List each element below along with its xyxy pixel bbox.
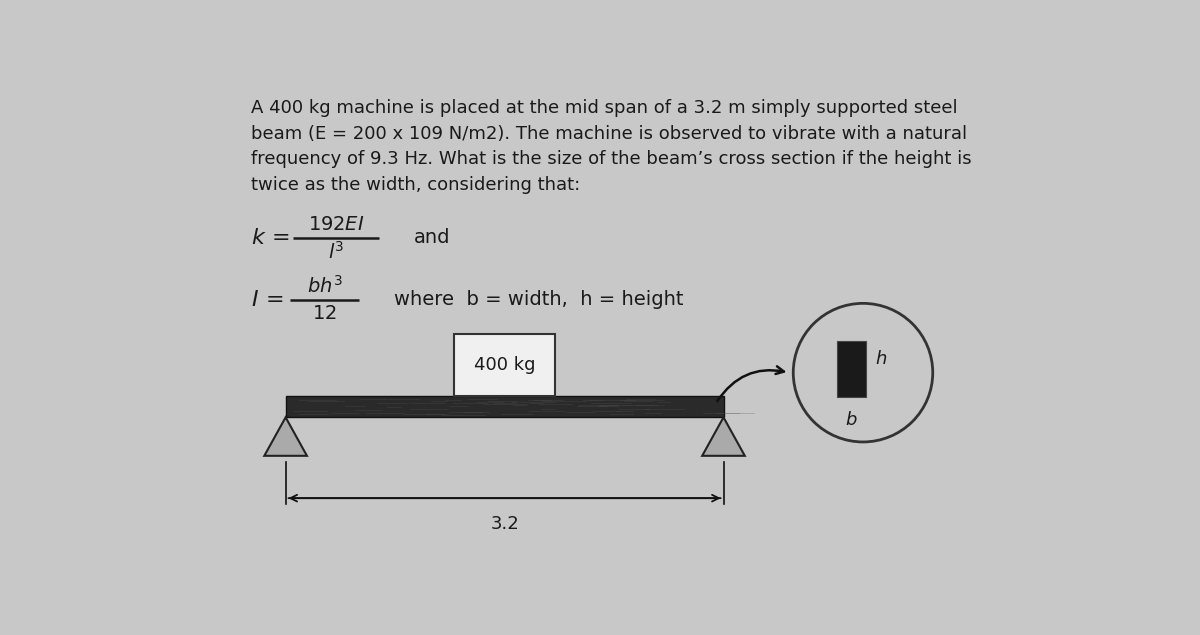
Text: b: b [846, 411, 857, 429]
Text: A 400 kg machine is placed at the mid span of a 3.2 m simply supported steel: A 400 kg machine is placed at the mid sp… [251, 99, 958, 117]
Bar [836, 341, 866, 396]
Text: $192EI$: $192EI$ [308, 215, 364, 234]
Text: $l^3$: $l^3$ [328, 241, 344, 263]
Polygon shape [264, 417, 307, 456]
Text: beam (E = 200 x 109 N/m2). The machine is observed to vibrate with a natural: beam (E = 200 x 109 N/m2). The machine i… [251, 124, 967, 143]
Text: frequency of 9.3 Hz. What is the size of the beam’s cross section if the height : frequency of 9.3 Hz. What is the size of… [251, 150, 971, 168]
Text: $I\,=$: $I\,=$ [251, 290, 283, 309]
Text: $12$: $12$ [312, 304, 337, 323]
Ellipse shape [793, 304, 932, 442]
Polygon shape [702, 417, 745, 456]
Bar [286, 396, 724, 417]
Text: where  b = width,  h = height: where b = width, h = height [394, 290, 684, 309]
Text: $k\,=$: $k\,=$ [251, 228, 290, 248]
Text: 400 kg: 400 kg [474, 356, 535, 374]
Text: and: and [414, 229, 450, 248]
Text: twice as the width, considering that:: twice as the width, considering that: [251, 175, 580, 194]
Text: h: h [876, 350, 887, 368]
Text: $bh^3$: $bh^3$ [306, 275, 342, 297]
Text: 3.2: 3.2 [490, 515, 518, 533]
Bar [454, 334, 554, 396]
